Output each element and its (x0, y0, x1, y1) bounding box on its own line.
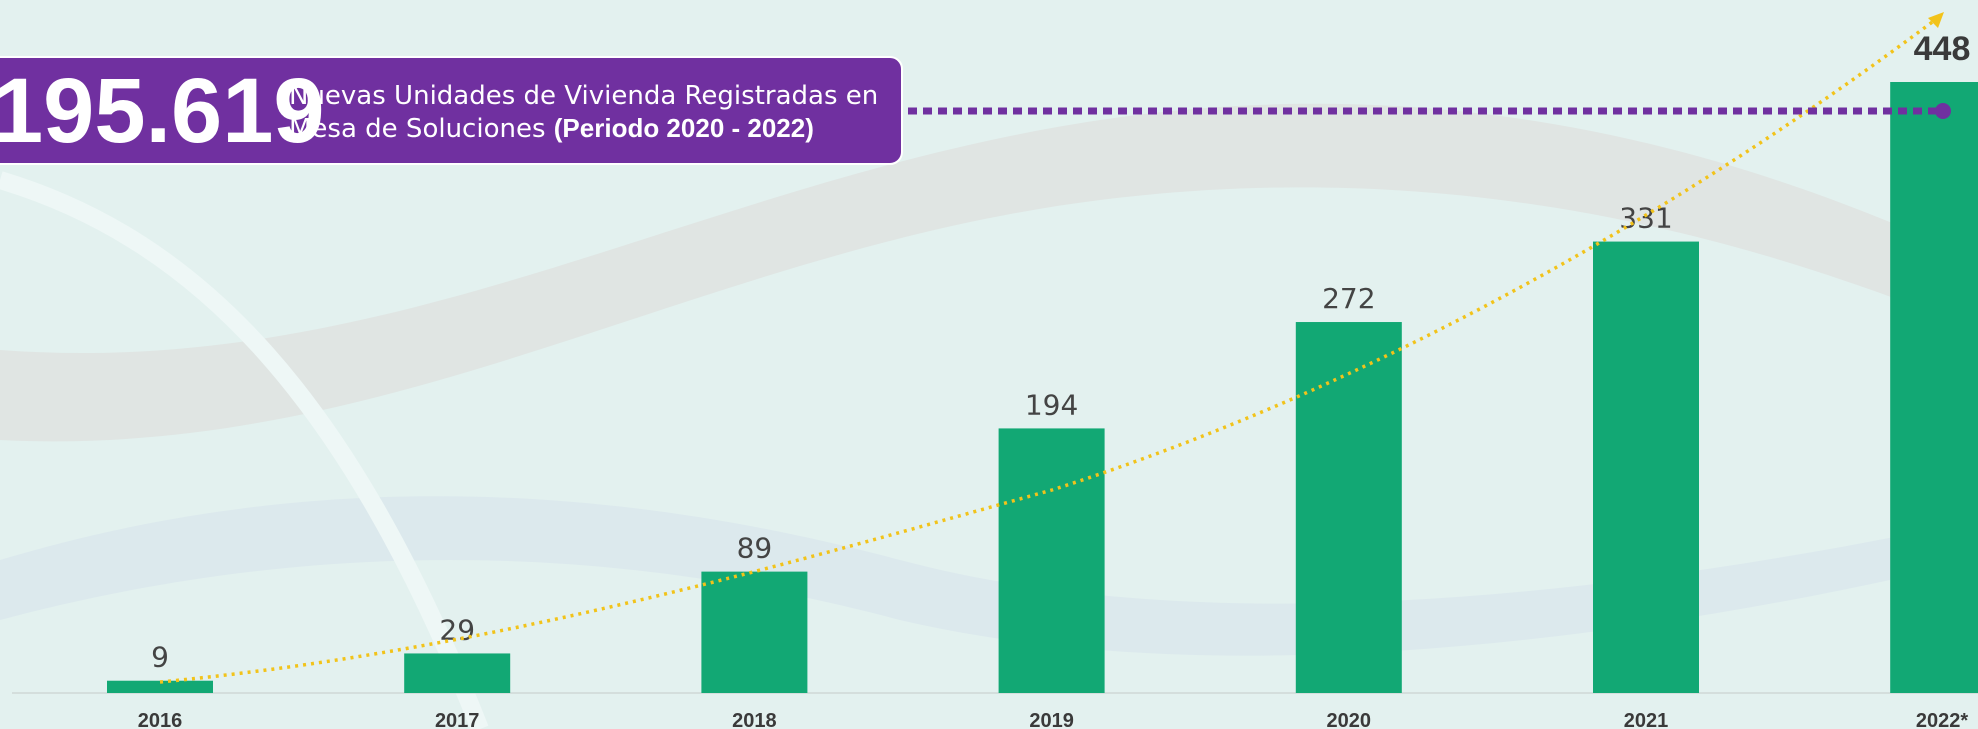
swoosh (0, 171, 489, 729)
callout-line2-text: Mesa de Soluciones (289, 114, 546, 144)
callout-period: (Periodo 2020 - 2022) (554, 113, 814, 143)
connector-dot (1935, 103, 1951, 119)
bar (701, 571, 808, 693)
bar (404, 653, 511, 693)
bar (107, 680, 213, 693)
x-tick-label: 2016 (138, 710, 183, 729)
x-tick-label: 2019 (1029, 710, 1074, 729)
callout-line1: Nuevas Unidades de Vivienda Registradas … (289, 81, 878, 111)
value-label: 272 (1322, 282, 1375, 315)
bar (1295, 322, 1402, 693)
value-label: 194 (1025, 388, 1078, 421)
value-label: 29 (439, 613, 475, 646)
x-tick-label: 2022* (1916, 710, 1968, 729)
value-label: 89 (737, 532, 773, 565)
trend-arrow (1928, 12, 1944, 28)
bar (998, 428, 1105, 693)
swoosh (0, 103, 1978, 442)
callout-line2: Mesa de Soluciones (Periodo 2020 - 2022) (289, 113, 814, 144)
x-tick-label: 2020 (1327, 710, 1372, 729)
value-label: 9 (151, 641, 169, 674)
x-tick-label: 2018 (732, 710, 777, 729)
value-label: 331 (1619, 202, 1672, 235)
value-label: 448 (1914, 30, 1971, 68)
bar (1890, 82, 1978, 693)
x-tick-label: 2017 (435, 710, 480, 729)
x-tick-label: 2021 (1624, 710, 1669, 729)
trend-line (159, 18, 1937, 684)
swoosh (0, 496, 1978, 656)
callout-number: 195.619 (0, 60, 325, 162)
bars: 9 2016 29 2017 89 2018 194 2019 272 2020 331 2021 44… (107, 30, 1978, 729)
callout-box (0, 56, 903, 165)
bar (1593, 241, 1699, 693)
